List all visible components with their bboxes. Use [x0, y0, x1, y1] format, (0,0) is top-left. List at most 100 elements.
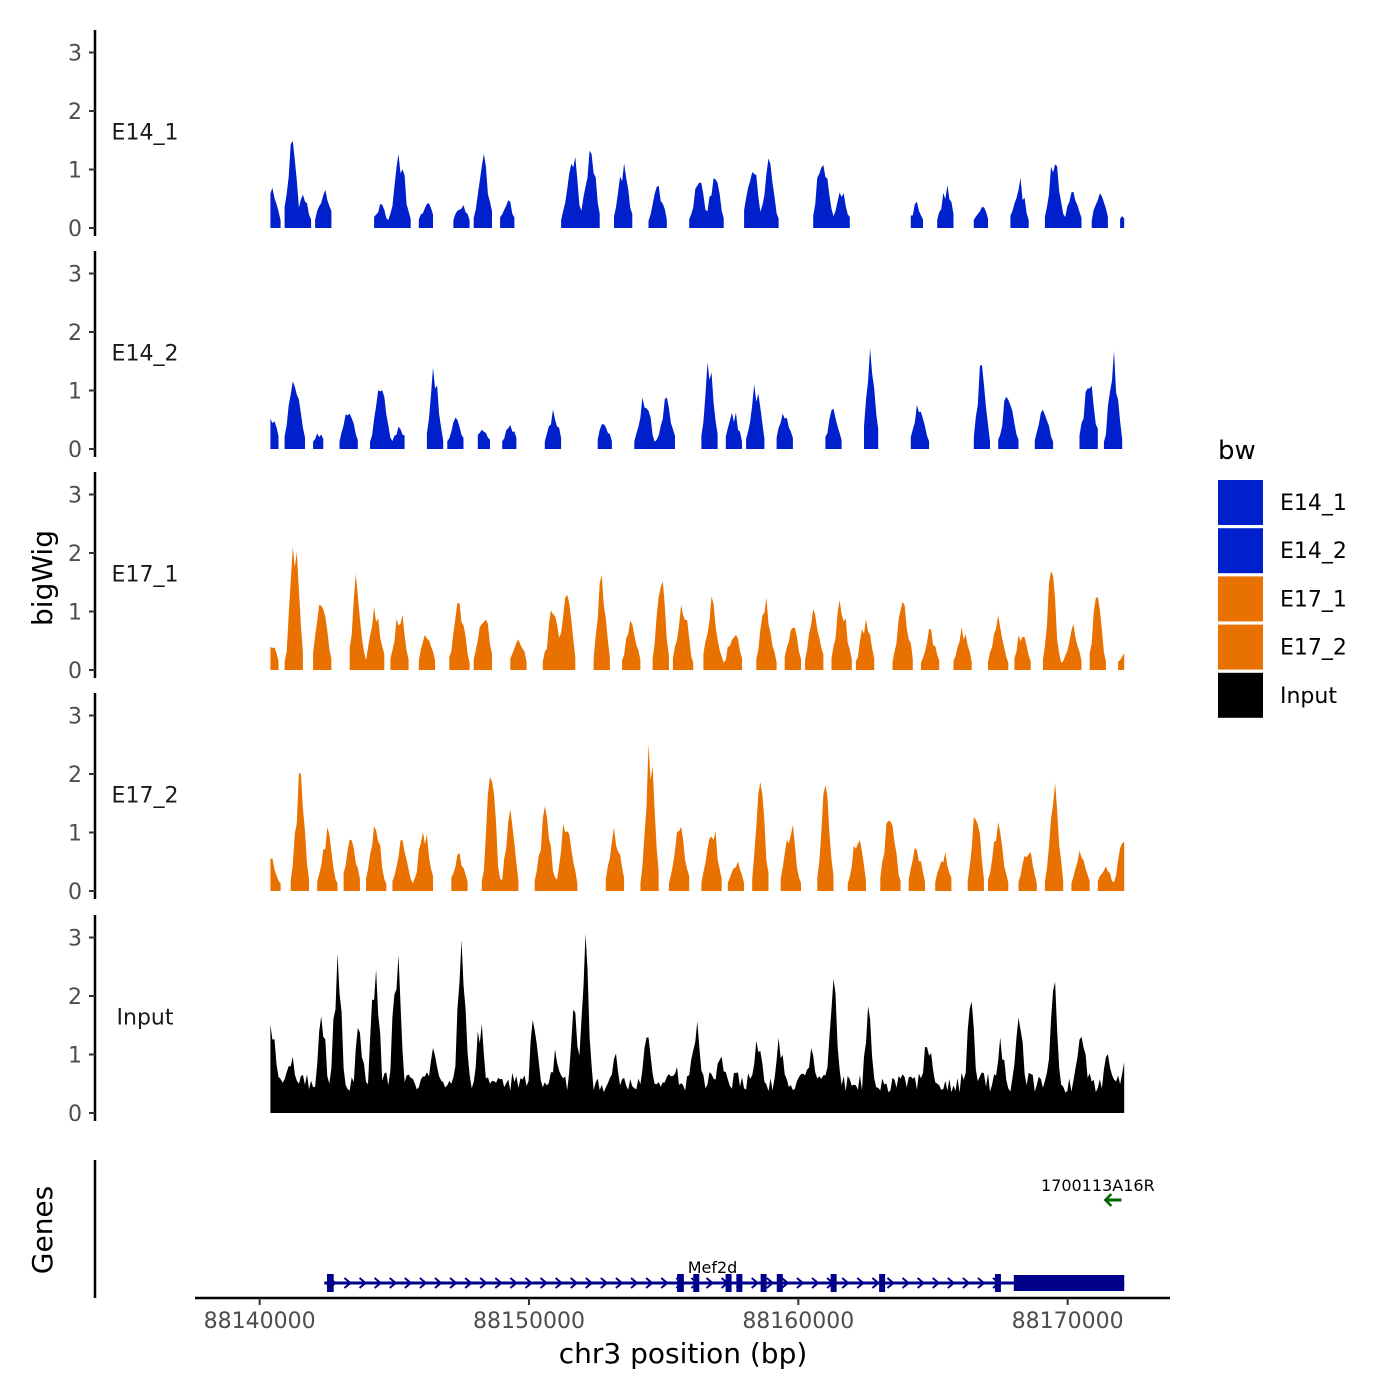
signal-area-e17-1: [892, 601, 913, 670]
gene-mef2d-exon: [736, 1274, 743, 1292]
strand-arrow: [464, 1277, 473, 1289]
signal-area-e14-2: [725, 412, 742, 449]
y-tick-label: 2: [68, 542, 82, 567]
strand-arrow: [751, 1277, 760, 1289]
signal-area-e14-2: [270, 418, 279, 449]
signal-area-e14-2: [746, 384, 765, 449]
legend-label: E17_1: [1280, 587, 1347, 612]
legend-item-e14-2: E14_2: [1218, 528, 1347, 574]
signal-area-e14-1: [689, 178, 724, 228]
strand-arrow: [947, 1277, 956, 1289]
y-tick-label: 0: [68, 1102, 82, 1127]
strand-arrow: [419, 1277, 428, 1289]
legend-swatch: [1218, 480, 1263, 525]
strand-arrow: [781, 1277, 790, 1289]
signal-area-e17-2: [988, 821, 1009, 891]
signal-area-e17-2: [317, 827, 338, 891]
signal-area-e17-2: [780, 824, 801, 891]
signal-area-e17-1: [1014, 635, 1031, 670]
track-e14-2: 0 1 2 3 E14_2: [68, 250, 1123, 463]
signal-area-e17-1: [652, 581, 669, 670]
signal-area-e14-2: [998, 396, 1019, 449]
signal-area-e17-1: [988, 614, 1009, 670]
gene-mef2d-exon: [1013, 1275, 1125, 1291]
signal-area-e17-2: [534, 806, 578, 891]
signal-area-e17-1: [855, 619, 875, 670]
x-tick-label: 88140000: [204, 1309, 316, 1334]
y-tick-label: 1: [68, 159, 82, 184]
y-tick-label: 1: [68, 822, 82, 847]
signal-area-e17-1: [622, 620, 641, 670]
signal-area-e17-1: [284, 547, 303, 670]
gene-mef2d: Mef2d: [324, 1258, 1125, 1292]
x-axis: 88140000 88150000 88160000 88170000: [195, 1296, 1170, 1334]
strand-arrow: [389, 1277, 398, 1289]
signal-area-e17-1: [831, 600, 852, 670]
strand-arrow: [585, 1277, 594, 1289]
gene-track: Mef2d 1700113A16R: [93, 1160, 1155, 1298]
strand-arrow: [570, 1277, 579, 1289]
signal-area-e17-1: [542, 594, 576, 670]
signal-area-e14-1: [374, 153, 411, 228]
signal-area-e17-1: [593, 574, 610, 670]
gene-mef2d-exon: [693, 1274, 700, 1292]
x-tick-label: 88160000: [742, 1309, 854, 1334]
strand-arrow: [766, 1277, 775, 1289]
signal-area-e17-1: [672, 604, 694, 670]
legend-swatch: [1218, 672, 1263, 718]
x-axis-title: chr3 position (bp): [559, 1337, 808, 1370]
strand-arrow: [932, 1277, 941, 1289]
x-tick-label: 88150000: [473, 1309, 585, 1334]
signal-area-e14-2: [1079, 385, 1098, 449]
signal-area-e17-1: [1089, 596, 1106, 670]
legend-item-e17-1: E17_1: [1218, 576, 1347, 622]
signal-area-e17-2: [908, 847, 925, 891]
strand-arrow: [886, 1277, 895, 1289]
signal-area-e14-1: [973, 207, 988, 228]
signal-area-e17-2: [640, 744, 659, 891]
strand-arrow: [630, 1277, 639, 1289]
gene-mef2d-exon: [776, 1274, 783, 1292]
signal-area-e14-1: [315, 189, 332, 228]
strand-arrow: [509, 1277, 518, 1289]
track-e14-1: 0 1 2 3 E14_1: [68, 29, 1125, 242]
signal-area-e17-1: [418, 634, 436, 670]
signal-area-e14-1: [1120, 216, 1125, 228]
gene-mef2d-exon: [879, 1274, 886, 1292]
signal-area-e17-1: [473, 619, 492, 670]
signal-area-e17-1: [920, 628, 940, 670]
y-tick-label: 3: [68, 42, 82, 67]
strand-arrow: [539, 1277, 549, 1289]
strand-arrow: [1103, 1193, 1113, 1207]
strand-arrow: [660, 1277, 669, 1289]
signal-area-e17-2: [752, 782, 769, 891]
signal-area-e17-1: [349, 573, 385, 670]
gene-mef2d-exon: [830, 1274, 837, 1292]
signal-area-e17-2: [817, 785, 834, 891]
y-tick-label: 1: [68, 601, 82, 626]
strand-arrow: [554, 1277, 564, 1289]
gene-mef2d-exon: [760, 1274, 767, 1292]
strand-arrow: [479, 1277, 488, 1289]
signal-area-e14-1: [813, 165, 850, 228]
signal-area-e14-2: [477, 429, 490, 449]
gene-mef2d-exon: [677, 1274, 684, 1292]
legend-label: E14_1: [1280, 491, 1347, 516]
signal-area-e17-1: [313, 605, 332, 670]
signal-area-e14-2: [447, 417, 464, 449]
track-label-input: Input: [117, 1005, 174, 1030]
signal-area-e17-2: [1018, 851, 1037, 891]
y-axis-title: bigWig: [26, 530, 59, 626]
signal-area-e17-2: [605, 827, 625, 891]
y-tick-label: 1: [68, 1044, 82, 1069]
signal-area-e17-2: [392, 831, 433, 891]
signal-area-e17-2: [343, 839, 360, 891]
signal-area-e17-1: [1118, 653, 1125, 670]
signal-area-e14-1: [1044, 164, 1082, 228]
y-tick-label: 2: [68, 763, 82, 788]
y-tick-label: 0: [68, 217, 82, 242]
signal-area-e17-1: [390, 614, 409, 670]
signal-area-e14-2: [776, 413, 793, 449]
strand-arrow: [977, 1277, 986, 1289]
y-tick-label: 3: [68, 705, 82, 730]
